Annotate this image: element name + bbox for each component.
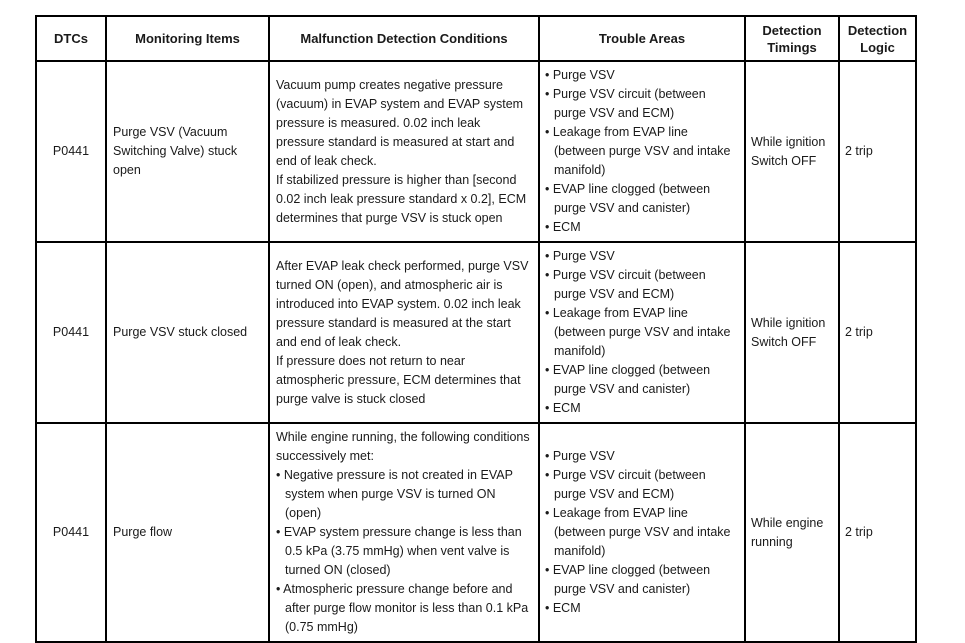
dtc-code-cell: P0441: [35, 422, 107, 643]
monitoring-item-cell: Purge VSV (Vacuum Switching Valve) stuck…: [105, 60, 270, 243]
trouble-area-item: • EVAP line clogged (between purge VSV a…: [545, 563, 711, 596]
column-header-malfunction-detection-conditions: Malfunction Detection Conditions: [268, 15, 540, 62]
trouble-area-item: • EVAP line clogged (between purge VSV a…: [545, 363, 711, 396]
trouble-area-item: • Purge VSV circuit (between purge VSV a…: [545, 468, 706, 501]
trouble-area-item: • Leakage from EVAP line (between purge …: [545, 506, 731, 558]
malfunction-conditions-cell: While engine running, the following cond…: [268, 422, 540, 643]
dtc-table-row: P0441 Purge VSV stuck closed After EVAP le…: [35, 241, 917, 424]
column-header-detection-logic: Detection Logic: [838, 15, 917, 62]
malfunction-conditions-cell: Vacuum pump creates negative pressure (v…: [268, 60, 540, 243]
trouble-area-item: • Purge VSV circuit (between purge VSV a…: [545, 268, 706, 301]
detection-logic-cell: 2 trip: [838, 60, 917, 243]
dtc-table-header: DTCs Monitoring Items Malfunction Detect…: [35, 15, 917, 62]
condition-bullet-item: • Negative pressure is not created in EV…: [276, 468, 513, 520]
trouble-areas-cell: • Purge VSV • Purge VSV circuit (between …: [538, 422, 746, 643]
trouble-area-item: • Leakage from EVAP line (between purge …: [545, 306, 731, 358]
dtc-table: DTCs Monitoring Items Malfunction Detect…: [35, 15, 917, 643]
trouble-area-item: • ECM: [545, 601, 581, 615]
detection-logic-cell: 2 trip: [838, 422, 917, 643]
column-header-trouble-areas: Trouble Areas: [538, 15, 746, 62]
trouble-area-item: • ECM: [545, 401, 581, 415]
condition-text: Vacuum pump creates negative pressure (v…: [276, 77, 524, 168]
trouble-area-item: • ECM: [545, 220, 581, 234]
trouble-area-item: • Purge VSV: [545, 68, 615, 82]
condition-text: If stabilized pressure is higher than [s…: [276, 172, 527, 225]
dtc-code-cell: P0441: [35, 241, 107, 424]
trouble-area-item: • Purge VSV circuit (between purge VSV a…: [545, 87, 706, 120]
monitoring-item-cell: Purge flow: [105, 422, 270, 643]
dtc-table-row: P0441 Purge flow While engine running, the…: [35, 422, 917, 643]
header-row: DTCs Monitoring Items Malfunction Detect…: [35, 15, 917, 62]
column-header-dtcs: DTCs: [35, 15, 107, 62]
condition-text: If pressure does not return to near atmo…: [276, 353, 521, 406]
malfunction-conditions-cell: After EVAP leak check performed, purge V…: [268, 241, 540, 424]
dtc-table-body: P0441 Purge VSV (Vacuum Switching Valve) …: [35, 60, 917, 643]
column-header-monitoring-items: Monitoring Items: [105, 15, 270, 62]
trouble-area-item: • Purge VSV: [545, 449, 615, 463]
dtc-code-cell: P0441: [35, 60, 107, 243]
condition-text: After EVAP leak check performed, purge V…: [276, 258, 529, 349]
condition-bullet-item: • Atmospheric pressure change before and…: [276, 582, 529, 634]
dtc-table-row: P0441 Purge VSV (Vacuum Switching Valve) …: [35, 60, 917, 243]
detection-timing-cell: While engine running: [744, 422, 840, 643]
condition-bullet-item: • EVAP system pressure change is less th…: [276, 525, 522, 577]
trouble-areas-cell: • Purge VSV • Purge VSV circuit (between …: [538, 241, 746, 424]
monitoring-item-cell: Purge VSV stuck closed: [105, 241, 270, 424]
trouble-area-item: • EVAP line clogged (between purge VSV a…: [545, 182, 711, 215]
trouble-area-item: • Leakage from EVAP line (between purge …: [545, 125, 731, 177]
trouble-area-item: • Purge VSV: [545, 249, 615, 263]
detection-timing-cell: While ignition Switch OFF: [744, 241, 840, 424]
detection-timing-cell: While ignition Switch OFF: [744, 60, 840, 243]
detection-logic-cell: 2 trip: [838, 241, 917, 424]
column-header-detection-timings: Detection Timings: [744, 15, 840, 62]
condition-text: While engine running, the following cond…: [276, 430, 530, 463]
trouble-areas-cell: • Purge VSV • Purge VSV circuit (between …: [538, 60, 746, 243]
